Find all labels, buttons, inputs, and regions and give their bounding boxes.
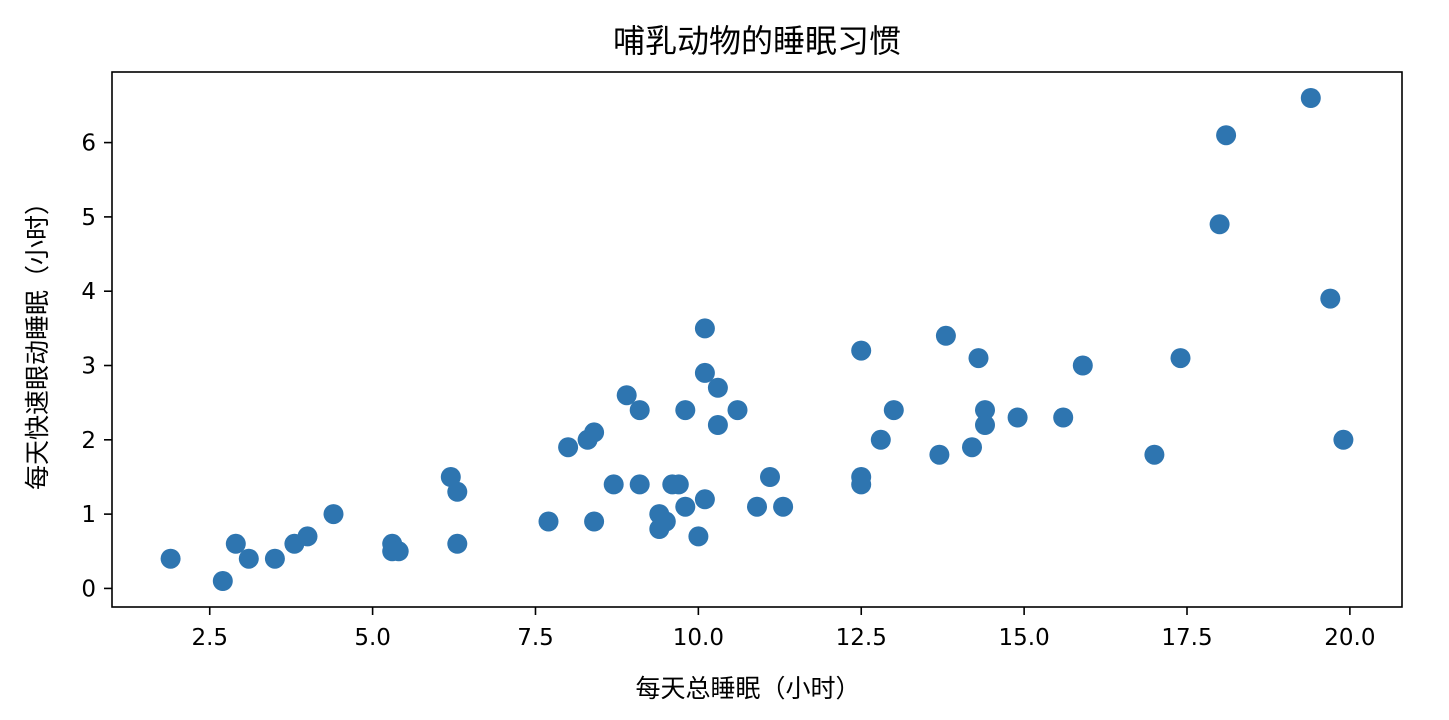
data-point-54 [1144,444,1165,465]
x-tick-label: 12.5 [836,625,887,651]
data-point-45 [929,444,950,465]
data-point-0 [160,548,181,569]
data-point-32 [694,362,715,383]
data-point-12 [447,481,468,502]
data-point-39 [773,496,794,517]
data-point-56 [1209,214,1230,235]
data-point-2 [225,533,246,554]
plot-frame [111,71,1403,608]
chart-title: 哺乳动物的睡眠习惯 [613,22,901,60]
data-point-50 [975,415,995,435]
data-point-57 [1216,125,1237,146]
data-point-4 [264,548,285,569]
data-point-59 [1320,288,1341,309]
x-tick-label: 10.0 [673,625,724,651]
data-point-34 [707,377,728,398]
data-point-31 [694,318,715,339]
data-point-46 [935,325,956,346]
data-point-58 [1300,88,1321,108]
data-point-44 [883,400,904,421]
data-point-42 [851,474,872,495]
data-point-17 [584,422,605,443]
data-point-7 [323,504,344,525]
data-point-30 [688,526,709,547]
data-point-52 [1053,407,1074,428]
data-point-29 [675,496,696,517]
data-point-43 [870,429,891,450]
data-point-6 [297,526,318,547]
data-point-49 [975,400,995,421]
x-tick-label: 20.0 [1324,625,1375,651]
points-layer [160,88,1354,591]
data-point-20 [616,385,637,406]
x-tick-label: 5.0 [354,625,391,651]
data-point-21 [629,400,650,421]
data-point-47 [962,437,982,458]
y-tick-label: 6 [81,131,96,157]
data-point-40 [851,340,872,361]
y-tick-label: 5 [81,205,96,231]
data-point-13 [447,533,468,554]
data-point-15 [558,437,579,458]
y-tick-label: 4 [81,279,96,305]
x-tick-label: 2.5 [191,625,228,651]
data-point-60 [1333,429,1354,450]
x-axis-label: 每天总睡眠（小时） [635,674,860,703]
data-point-48 [968,348,989,369]
x-tick-label: 15.0 [999,625,1050,651]
y-tick-label: 0 [81,576,96,602]
data-point-25 [655,511,676,532]
data-point-18 [584,511,605,532]
data-point-22 [629,474,650,495]
y-axis-ticks: 0 1 2 3 4 5 6 [81,131,112,602]
data-point-19 [603,474,624,495]
data-point-35 [707,415,728,435]
y-tick-label: 2 [81,428,96,454]
data-point-28 [675,400,696,421]
data-point-55 [1170,348,1191,369]
data-point-27 [668,474,689,495]
data-point-51 [1007,407,1028,428]
data-point-38 [760,467,780,487]
data-point-14 [538,511,559,532]
data-point-33 [694,489,715,510]
data-point-10 [388,541,409,562]
y-tick-label: 1 [81,502,96,528]
y-axis-label: 每天快速眼动睡眠（小时） [23,190,52,490]
data-point-53 [1072,355,1093,376]
x-tick-label: 7.5 [517,625,554,651]
data-point-1 [212,571,233,591]
x-tick-label: 17.5 [1161,625,1212,651]
y-tick-label: 3 [81,354,96,380]
x-axis-ticks: 2.5 5.0 7.5 10.0 12.5 15.0 17.5 20.0 [191,607,1375,651]
data-point-37 [747,496,767,517]
data-point-36 [727,400,748,421]
data-point-3 [238,548,259,569]
